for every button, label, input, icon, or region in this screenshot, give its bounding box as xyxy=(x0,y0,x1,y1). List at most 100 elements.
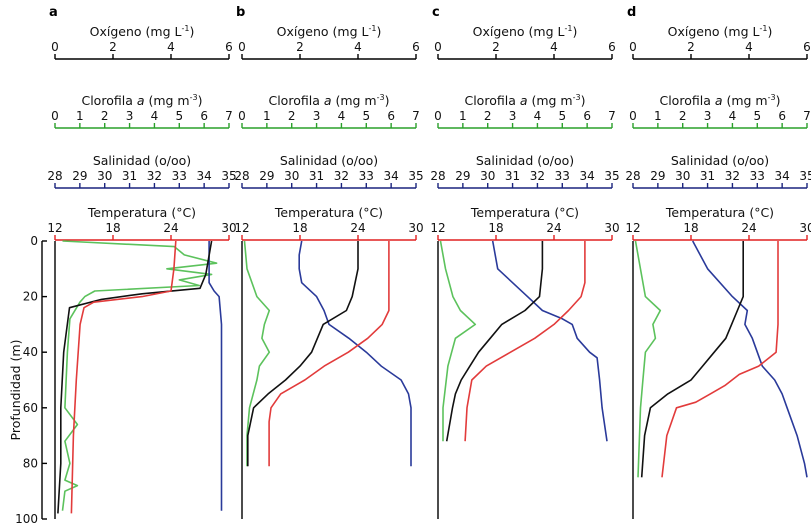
salinity-tick-label: 32 xyxy=(147,169,162,183)
oxygen-tick-label: 6 xyxy=(412,40,420,54)
chlorophyll-tick-label: 1 xyxy=(459,109,467,123)
oxygen-tick-label: 2 xyxy=(492,40,500,54)
chlorophyll-tick-label: 2 xyxy=(288,109,296,123)
salinity-tick-label: 32 xyxy=(530,169,545,183)
temperature-tick-label: 30 xyxy=(604,221,619,235)
oxygen-tick-label: 6 xyxy=(803,40,811,54)
oxygen-tick-label: 4 xyxy=(167,40,175,54)
panel-letter: d xyxy=(627,5,636,20)
depth-tick-label: 20 xyxy=(23,290,38,304)
temperature-tick-label: 18 xyxy=(105,221,120,235)
depth-axis-label: Profundidad (m) xyxy=(8,340,23,441)
chlorophyll-axis: Clorofila a (mg m-3) 0 1 2 3 4 5 6 7 xyxy=(51,93,233,129)
salinity-tick-label: 32 xyxy=(725,169,740,183)
oxygen-axis-label: Oxígeno (mg L-1) xyxy=(668,24,773,39)
chlorophyll-tick-label: 0 xyxy=(434,109,442,123)
salinity-axis-label: Salinidad (o/oo) xyxy=(671,153,769,168)
chlorophyll-tick-label: 5 xyxy=(175,109,183,123)
oxygen-tick-label: 6 xyxy=(608,40,616,54)
oxygen-tick-label: 4 xyxy=(550,40,558,54)
chlorophyll-profile-line xyxy=(634,240,662,478)
temperature-tick-label: 12 xyxy=(47,221,62,235)
salinity-tick-label: 29 xyxy=(72,169,87,183)
chlorophyll-tick-label: 7 xyxy=(608,109,616,123)
temperature-tick-label: 12 xyxy=(430,221,445,235)
oxygen-tick-label: 0 xyxy=(51,40,59,54)
depth-tick-label: 100 xyxy=(15,512,38,526)
chlorophyll-tick-label: 1 xyxy=(263,109,271,123)
chlorophyll-tick-label: 1 xyxy=(76,109,84,123)
salinity-tick-label: 30 xyxy=(675,169,690,183)
salinity-tick-label: 34 xyxy=(580,169,595,183)
temperature-profile-line xyxy=(268,241,390,467)
chlorophyll-tick-label: 7 xyxy=(803,109,811,123)
salinity-tick-label: 33 xyxy=(359,169,374,183)
oxygen-axis: Oxígeno (mg L-1) 0 2 4 6 xyxy=(51,24,233,60)
oxygen-tick-label: 2 xyxy=(109,40,117,54)
panel-letter: b xyxy=(236,5,245,20)
temperature-axis-label: Temperatura (°C) xyxy=(665,205,774,220)
chlorophyll-tick-label: 0 xyxy=(51,109,59,123)
chlorophyll-tick-label: 5 xyxy=(362,109,370,123)
salinity-tick-label: 34 xyxy=(384,169,399,183)
salinity-tick-label: 28 xyxy=(234,169,249,183)
chlorophyll-tick-label: 6 xyxy=(778,109,786,123)
oxygen-axis: Oxígeno (mg L-1) 0 2 4 6 xyxy=(434,24,616,60)
salinity-axis: Salinidad (o/oo) 28 29 30 31 32 33 34 35 xyxy=(234,153,424,189)
chlorophyll-tick-label: 4 xyxy=(729,109,737,123)
oxygen-tick-label: 4 xyxy=(354,40,362,54)
salinity-tick-label: 35 xyxy=(604,169,619,183)
temperature-tick-label: 24 xyxy=(350,221,365,235)
temperature-axis-label: Temperatura (°C) xyxy=(274,205,383,220)
oxygen-axis: Oxígeno (mg L-1) 0 2 4 6 xyxy=(629,24,811,60)
salinity-tick-label: 35 xyxy=(799,169,811,183)
temperature-tick-label: 18 xyxy=(292,221,307,235)
chlorophyll-tick-label: 3 xyxy=(509,109,517,123)
chlorophyll-tick-label: 4 xyxy=(534,109,542,123)
chlorophyll-tick-label: 1 xyxy=(654,109,662,123)
salinity-profile-line xyxy=(691,240,808,478)
chlorophyll-axis-label: Clorofila a (mg m-3) xyxy=(81,93,202,108)
temperature-tick-label: 30 xyxy=(408,221,423,235)
salinity-axis-label: Salinidad (o/oo) xyxy=(476,153,574,168)
chlorophyll-tick-label: 3 xyxy=(126,109,134,123)
salinity-axis-label: Salinidad (o/oo) xyxy=(93,153,191,168)
salinity-tick-label: 31 xyxy=(122,169,137,183)
temperature-axis-label: Temperatura (°C) xyxy=(87,205,196,220)
temperature-tick-label: 18 xyxy=(683,221,698,235)
salinity-tick-label: 31 xyxy=(505,169,520,183)
temperature-profile-line xyxy=(661,241,779,478)
chlorophyll-tick-label: 6 xyxy=(583,109,591,123)
chlorophyll-tick-label: 2 xyxy=(679,109,687,123)
salinity-axis: Salinidad (o/oo) 28 29 30 31 32 33 34 35 xyxy=(625,153,811,189)
chlorophyll-profile-line xyxy=(61,240,218,511)
oxygen-profile-line xyxy=(445,241,544,442)
salinity-tick-label: 28 xyxy=(625,169,640,183)
chlorophyll-tick-label: 4 xyxy=(151,109,159,123)
temperature-profile-line xyxy=(70,240,177,514)
oxygen-tick-label: 0 xyxy=(629,40,637,54)
depth-axis: 0 20 40 60 80 100 Profundidad (m) xyxy=(8,234,47,526)
temperature-tick-label: 24 xyxy=(163,221,178,235)
salinity-tick-label: 29 xyxy=(259,169,274,183)
depth-tick-label: 40 xyxy=(23,345,38,359)
oxygen-axis: Oxígeno (mg L-1) 0 2 4 6 xyxy=(238,24,420,60)
chlorophyll-axis: Clorofila a (mg m-3) 0 1 2 3 4 5 6 7 xyxy=(238,93,420,129)
salinity-tick-label: 30 xyxy=(97,169,112,183)
chlorophyll-axis: Clorofila a (mg m-3) 0 1 2 3 4 5 6 7 xyxy=(434,93,616,129)
chlorophyll-tick-label: 5 xyxy=(558,109,566,123)
panel-letter: a xyxy=(49,5,58,20)
chlorophyll-tick-label: 3 xyxy=(313,109,321,123)
oxygen-tick-label: 2 xyxy=(296,40,304,54)
oxygen-tick-label: 6 xyxy=(225,40,233,54)
chlorophyll-axis: Clorofila a (mg m-3) 0 1 2 3 4 5 6 7 xyxy=(629,93,811,129)
chlorophyll-tick-label: 7 xyxy=(225,109,233,123)
chlorophyll-tick-label: 4 xyxy=(338,109,346,123)
temperature-axis: Temperatura (°C) 12 18 24 30 xyxy=(234,205,424,241)
salinity-tick-label: 28 xyxy=(430,169,445,183)
oxygen-profile-line xyxy=(247,241,359,467)
salinity-tick-label: 33 xyxy=(555,169,570,183)
